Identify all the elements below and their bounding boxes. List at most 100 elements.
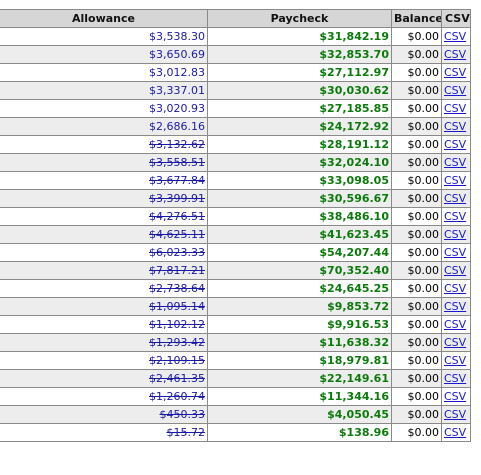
csv-download-link[interactable]: CSV <box>444 120 467 133</box>
csv-download-link[interactable]: CSV <box>444 390 467 403</box>
paycheck-table: Allowance Paycheck Balance CSV $3,538.30… <box>0 9 471 442</box>
csv-download-link[interactable]: CSV <box>444 48 467 61</box>
csv-cell: CSV <box>441 117 471 136</box>
allowance-value: $3,132.62 <box>149 138 205 151</box>
paycheck-cell: $18,979.81 <box>207 351 392 370</box>
table-row: $7,817.21 $70,352.40 $0.00 CSV <box>0 261 471 280</box>
allowance-cell: $4,625.11 <box>0 225 208 244</box>
csv-download-link[interactable]: CSV <box>444 318 467 331</box>
csv-cell: CSV <box>441 405 471 424</box>
allowance-cell: $3,538.30 <box>0 27 208 46</box>
column-header-paycheck: Paycheck <box>207 9 392 28</box>
allowance-value: $3,677.84 <box>149 174 205 187</box>
table-row: $3,677.84 $33,098.05 $0.00 CSV <box>0 171 471 190</box>
allowance-value: $1,293.42 <box>149 336 205 349</box>
csv-cell: CSV <box>441 171 471 190</box>
balance-cell: $0.00 <box>391 189 442 208</box>
csv-download-link[interactable]: CSV <box>444 192 467 205</box>
csv-download-link[interactable]: CSV <box>444 84 467 97</box>
allowance-cell: $2,686.16 <box>0 117 208 136</box>
allowance-value: $2,461.35 <box>149 372 205 385</box>
allowance-value: $450.33 <box>159 408 206 421</box>
column-header-csv: CSV <box>441 9 471 28</box>
column-header-balance: Balance <box>391 9 442 28</box>
csv-download-link[interactable]: CSV <box>444 264 467 277</box>
csv-download-link[interactable]: CSV <box>444 210 467 223</box>
paycheck-cell: $32,024.10 <box>207 153 392 172</box>
allowance-cell: $3,650.69 <box>0 45 208 64</box>
csv-cell: CSV <box>441 279 471 298</box>
balance-cell: $0.00 <box>391 171 442 190</box>
csv-cell: CSV <box>441 207 471 226</box>
balance-cell: $0.00 <box>391 135 442 154</box>
csv-download-link[interactable]: CSV <box>444 174 467 187</box>
balance-cell: $0.00 <box>391 81 442 100</box>
balance-cell: $0.00 <box>391 333 442 352</box>
paycheck-cell: $24,172.92 <box>207 117 392 136</box>
balance-cell: $0.00 <box>391 99 442 118</box>
csv-download-link[interactable]: CSV <box>444 408 467 421</box>
table-row: $1,095.14 $9,853.72 $0.00 CSV <box>0 297 471 316</box>
csv-cell: CSV <box>441 63 471 82</box>
column-header-allowance: Allowance <box>0 9 208 28</box>
csv-download-link[interactable]: CSV <box>444 156 467 169</box>
table-row: $6,023.33 $54,207.44 $0.00 CSV <box>0 243 471 262</box>
csv-cell: CSV <box>441 243 471 262</box>
balance-cell: $0.00 <box>391 261 442 280</box>
csv-download-link[interactable]: CSV <box>444 102 467 115</box>
csv-download-link[interactable]: CSV <box>444 66 467 79</box>
csv-download-link[interactable]: CSV <box>444 30 467 43</box>
csv-download-link[interactable]: CSV <box>444 336 467 349</box>
allowance-cell: $3,012.83 <box>0 63 208 82</box>
allowance-value: $3,558.51 <box>149 156 205 169</box>
allowance-cell: $2,461.35 <box>0 369 208 388</box>
csv-download-link[interactable]: CSV <box>444 282 467 295</box>
balance-cell: $0.00 <box>391 207 442 226</box>
table-row: $2,109.15 $18,979.81 $0.00 CSV <box>0 351 471 370</box>
paycheck-cell: $30,030.62 <box>207 81 392 100</box>
csv-download-link[interactable]: CSV <box>444 426 467 439</box>
table-row: $2,686.16 $24,172.92 $0.00 CSV <box>0 117 471 136</box>
balance-cell: $0.00 <box>391 405 442 424</box>
paycheck-cell: $24,645.25 <box>207 279 392 298</box>
allowance-cell: $3,558.51 <box>0 153 208 172</box>
balance-cell: $0.00 <box>391 279 442 298</box>
paycheck-cell: $28,191.12 <box>207 135 392 154</box>
balance-cell: $0.00 <box>391 297 442 316</box>
csv-download-link[interactable]: CSV <box>444 372 467 385</box>
allowance-value: $3,399.91 <box>149 192 205 205</box>
allowance-cell: $6,023.33 <box>0 243 208 262</box>
csv-download-link[interactable]: CSV <box>444 138 467 151</box>
paycheck-cell: $22,149.61 <box>207 369 392 388</box>
balance-cell: $0.00 <box>391 63 442 82</box>
paycheck-cell: $32,853.70 <box>207 45 392 64</box>
balance-cell: $0.00 <box>391 117 442 136</box>
balance-cell: $0.00 <box>391 243 442 262</box>
allowance-value: $3,337.01 <box>149 84 205 97</box>
allowance-value: $1,095.14 <box>149 300 205 313</box>
allowance-value: $1,260.74 <box>149 390 205 403</box>
table-body: $3,538.30 $31,842.19 $0.00 CSV $3,650.69 $32,… <box>0 27 471 442</box>
allowance-cell: $450.33 <box>0 405 208 424</box>
csv-download-link[interactable]: CSV <box>444 300 467 313</box>
csv-cell: CSV <box>441 225 471 244</box>
allowance-cell: $1,102.12 <box>0 315 208 334</box>
allowance-value: $7,817.21 <box>149 264 205 277</box>
csv-cell: CSV <box>441 333 471 352</box>
allowance-cell: $2,109.15 <box>0 351 208 370</box>
table-row: $4,276.51 $38,486.10 $0.00 CSV <box>0 207 471 226</box>
paycheck-cell: $38,486.10 <box>207 207 392 226</box>
paycheck-cell: $70,352.40 <box>207 261 392 280</box>
csv-cell: CSV <box>441 297 471 316</box>
allowance-cell: $3,132.62 <box>0 135 208 154</box>
balance-cell: $0.00 <box>391 423 442 442</box>
allowance-value: $2,109.15 <box>149 354 205 367</box>
allowance-value: $4,276.51 <box>149 210 205 223</box>
csv-download-link[interactable]: CSV <box>444 246 467 259</box>
csv-download-link[interactable]: CSV <box>444 354 467 367</box>
allowance-cell: $3,337.01 <box>0 81 208 100</box>
csv-download-link[interactable]: CSV <box>444 228 467 241</box>
table-row: $4,625.11 $41,623.45 $0.00 CSV <box>0 225 471 244</box>
paycheck-cell: $27,112.97 <box>207 63 392 82</box>
csv-cell: CSV <box>441 99 471 118</box>
